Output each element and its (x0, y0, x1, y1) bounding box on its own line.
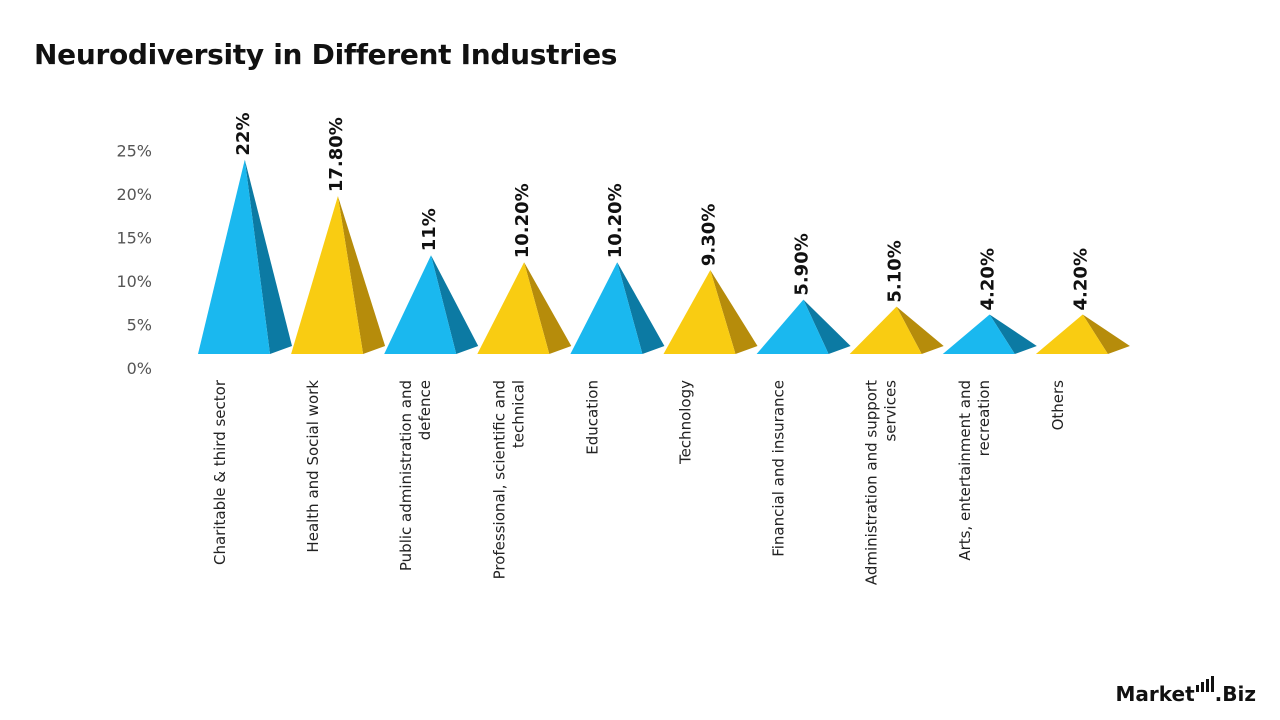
category-label: Financial and insurance (770, 380, 788, 557)
y-tick-label: 5% (127, 316, 152, 335)
category-label-line: Charitable & third sector (211, 379, 229, 565)
category-label-line: Technology (677, 380, 695, 465)
data-label: 5.90% (791, 233, 812, 295)
category-label: Arts, entertainment andrecreation (956, 380, 993, 561)
data-labels: 22% 17.80% 11% 10.20% 10.20% 9.30% 5.90% 5.10% 4… (233, 113, 1092, 311)
pyramid-bar (198, 159, 292, 354)
data-label: 5.10% (885, 240, 906, 302)
brand-text-left: Market (1115, 682, 1195, 706)
y-tick-label: 10% (116, 272, 152, 291)
category-label: Administration and supportservices (863, 380, 900, 585)
data-label: 10.20% (512, 183, 533, 258)
pyramid-bar-side (710, 270, 758, 354)
pyramid-bar-side (337, 196, 386, 354)
brand-text-right: Biz (1222, 682, 1256, 706)
y-tick-label: 0% (127, 359, 152, 378)
pyramid-bar-side (431, 255, 479, 354)
data-label: 22% (233, 113, 254, 156)
category-label-line: Education (583, 380, 601, 455)
data-label: 4.20% (1071, 248, 1092, 310)
pyramid-bar-front (570, 262, 643, 354)
data-label: 17.80% (326, 117, 347, 192)
pyramid-bar (384, 255, 479, 354)
pyramid-bar (849, 306, 944, 354)
data-label: 4.20% (978, 248, 999, 310)
pyramid-bar-side (896, 306, 944, 354)
y-tick-label: 25% (116, 142, 152, 161)
category-label-line: recreation (975, 380, 993, 456)
y-tick-label: 20% (116, 185, 152, 204)
category-label: Health and Social work (304, 380, 322, 553)
pyramid-bar (663, 270, 758, 354)
category-label-line: Others (1049, 380, 1067, 431)
category-label-line: defence (416, 380, 434, 440)
pyramid-bar (570, 262, 665, 354)
pyramid-bar-side (989, 314, 1037, 354)
pyramid-bar (477, 262, 572, 354)
category-label-line: Financial and insurance (770, 380, 788, 557)
category-label-line: Professional, scientific and (490, 380, 508, 579)
category-label-line: Health and Social work (304, 380, 322, 553)
category-label-line: Administration and support (863, 380, 881, 585)
data-label: 10.20% (605, 183, 626, 258)
y-axis: 0% 5% 10% 15% 20% 25% (116, 142, 152, 379)
pyramid-bar-side (524, 262, 572, 354)
brand-logo: Market . Biz (1115, 676, 1256, 706)
category-label-line: Public administration and (397, 380, 415, 571)
pyramid-bar (942, 314, 1037, 354)
category-label: Others (1049, 380, 1067, 431)
pyramid-bar-front (477, 262, 550, 354)
data-label: 9.30% (698, 204, 719, 266)
category-label: Technology (677, 380, 695, 465)
pyramid-bar-side (617, 262, 665, 354)
pyramid-bar-front (849, 306, 922, 354)
pyramid-bar-front (942, 314, 1015, 354)
chart-title: Neurodiversity in Different Industries (34, 38, 618, 71)
pyramid-bar-front (756, 299, 829, 354)
bar-chart-logo-icon (1195, 676, 1214, 692)
bars (198, 159, 1130, 354)
data-label: 11% (419, 208, 440, 251)
category-label: Education (583, 380, 601, 455)
pyramid-bar-front (1035, 314, 1108, 354)
pyramid-bar-side (244, 159, 292, 354)
pyramid-bar-front (663, 270, 736, 354)
brand-dot: . (1214, 682, 1223, 706)
category-label-line: services (882, 380, 900, 442)
category-label-line: Arts, entertainment and (956, 380, 974, 561)
category-label: Public administration anddefence (397, 380, 434, 571)
pyramid-bar (291, 196, 386, 354)
pyramid-bar-side (803, 299, 851, 354)
pyramid-bar (1035, 314, 1130, 354)
pyramid-bar-front (198, 159, 270, 354)
pyramid-bar (756, 299, 851, 354)
x-axis: Charitable & third sector Health and Soci… (211, 379, 1067, 585)
category-label: Professional, scientific andtechnical (490, 380, 527, 579)
pyramid-bar-side (1082, 314, 1130, 354)
category-label-line: technical (509, 380, 527, 448)
category-label: Charitable & third sector (211, 379, 229, 565)
y-tick-label: 15% (116, 229, 152, 248)
pyramid-bar-front (291, 196, 364, 354)
pyramid-bar-front (384, 255, 457, 354)
